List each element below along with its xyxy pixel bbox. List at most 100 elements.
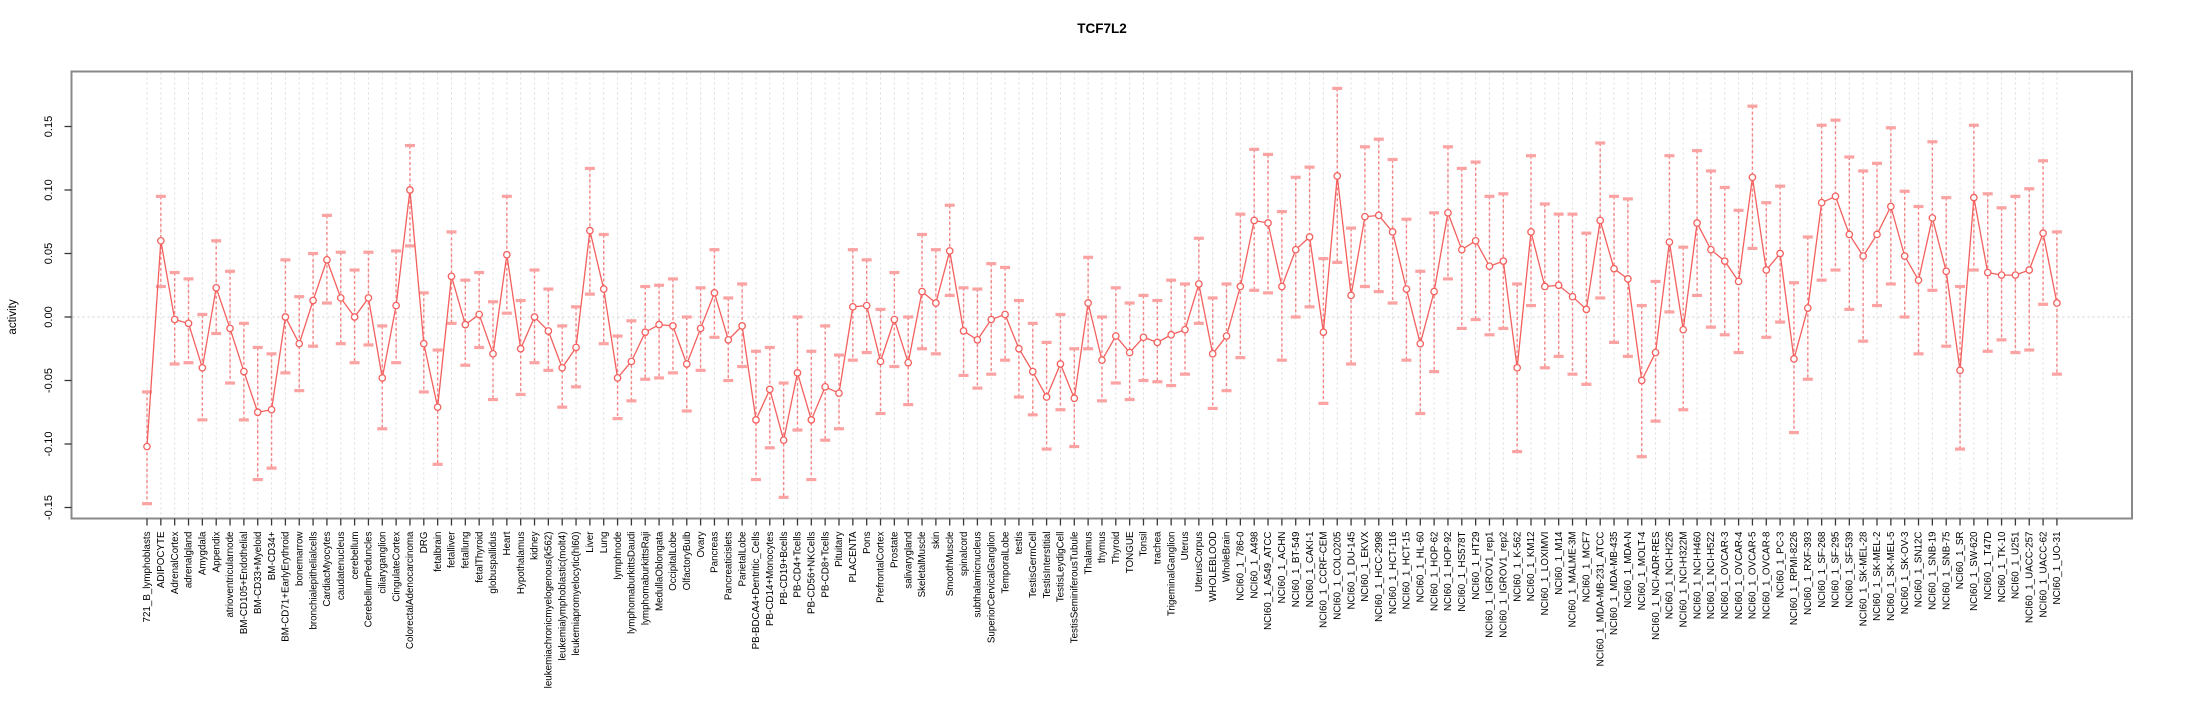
x-tick-label: NCI60_1_SF-539 <box>1845 532 1856 608</box>
data-point-marker <box>1845 230 1854 239</box>
data-point-marker <box>1568 292 1577 301</box>
x-tick-label: leukemiachronicmyelogenous(k562) <box>544 532 555 689</box>
x-tick-label: kidney <box>530 531 541 559</box>
data-point-marker <box>2053 299 2061 307</box>
x-tick-label: PLACENTA <box>848 531 859 582</box>
data-point-marker <box>2025 266 2034 274</box>
data-point-marker <box>1693 219 1701 227</box>
x-tick-label: NCI60_1_MDA-MB-231_ATCC <box>1595 532 1606 667</box>
x-tick-label: caudatenucleus <box>336 531 347 600</box>
x-tick-label: NCI60_1_NCI-H460 <box>1692 531 1703 619</box>
x-tick-label: bonemarrow <box>294 531 305 586</box>
x-tick-label: NCI60_1_OVCAR-4 <box>1734 531 1745 619</box>
x-tick-label: salivarygland <box>903 532 914 589</box>
x-tick-label: NCI60_1_OVCAR-5 <box>1748 531 1759 619</box>
x-tick-label: NCI60_1_HOP-62 <box>1429 532 1440 612</box>
x-tick-label: NCI60_1_HS578T <box>1457 531 1468 611</box>
x-tick-label: NCI60_1_HL-60 <box>1415 531 1426 602</box>
data-point-marker <box>1167 330 1176 339</box>
data-point-marker <box>1236 282 1245 291</box>
x-tick-label: lymphnode <box>613 531 624 579</box>
data-point-marker <box>1305 233 1314 241</box>
x-tick-label: fetalliver <box>447 531 458 568</box>
data-point-marker <box>350 313 359 321</box>
data-point-marker <box>1970 193 1978 202</box>
x-tick-label: TestisInterstitial <box>1042 532 1053 599</box>
series-line <box>146 175 2058 447</box>
data-point-marker <box>1554 281 1563 290</box>
x-tick-label: SmoothMuscle <box>945 531 956 596</box>
data-point-marker <box>309 296 317 305</box>
data-point-marker <box>738 322 746 330</box>
data-point-marker <box>1956 366 1964 375</box>
x-tick-label: SuperiorCervicalGanglion <box>986 531 997 643</box>
x-tick-label: Prostate <box>890 531 901 568</box>
x-tick-label: NCI60_1_SN12C <box>1914 532 1925 608</box>
data-point-marker <box>641 328 650 337</box>
data-point-marker <box>932 299 940 307</box>
x-tick-label: BM-CD71+EarlyErythroid <box>281 532 292 642</box>
data-point-marker <box>793 369 802 377</box>
x-tick-label: NCI60_1_UACC-62 <box>2038 532 2049 618</box>
data-point-marker <box>1125 348 1134 357</box>
x-tick-label: 721_B_lymphoblasts <box>142 531 153 622</box>
x-tick-label: BM-CD33+Myeloid <box>253 532 264 614</box>
x-tick-label: testis <box>1014 531 1025 554</box>
data-point-marker <box>1291 245 1300 254</box>
data-point-marker <box>1056 360 1065 368</box>
data-point-marker <box>170 315 179 324</box>
data-point-marker <box>1319 328 1328 337</box>
data-point-marker <box>1886 202 1895 211</box>
x-tick-label: NCI60_1_SK-OV-3 <box>1900 531 1911 614</box>
x-tick-label: SkeletalMuscle <box>917 531 928 597</box>
data-point-marker <box>544 327 553 335</box>
data-point-marker <box>558 363 567 372</box>
x-tick-label: NCI60_1_M14 <box>1554 531 1565 595</box>
x-tick-label: globuspallidus <box>488 531 499 593</box>
x-tick-label: Pituitary <box>834 531 845 566</box>
data-point-marker <box>1070 394 1079 403</box>
data-point-marker <box>253 408 262 417</box>
data-point-marker <box>1914 276 1923 285</box>
x-tick-label: CingulateCortex <box>391 531 402 601</box>
data-point-marker <box>1015 344 1023 353</box>
x-tick-label: adrenalgland <box>184 532 195 589</box>
data-point-marker <box>599 285 608 293</box>
x-tick-label: NCI60_1_OVCAR-3 <box>1720 531 1731 619</box>
data-point-marker <box>1222 332 1231 340</box>
x-tick-label: NCI60_1_RPMI-8226 <box>1789 531 1800 625</box>
x-tick-label: skin <box>931 532 942 549</box>
x-tick-label: trachea <box>1153 531 1164 564</box>
data-point-marker <box>765 385 774 394</box>
data-point-marker <box>1485 262 1494 271</box>
x-tick-label: NCI60_1_DU-145 <box>1346 531 1357 609</box>
x-tick-label: NCI60_1_COLO205 <box>1332 531 1343 620</box>
y-tick-label: 0.10 <box>43 179 55 200</box>
x-tick-label: NCI60_1_HCT-15 <box>1402 531 1413 609</box>
x-tick-label: NCI60_1_MDA-N <box>1623 532 1634 608</box>
data-point-marker <box>2011 271 2020 279</box>
data-point-marker <box>1084 299 1092 307</box>
data-point-marker <box>1582 305 1591 314</box>
data-point-marker <box>1873 230 1881 239</box>
x-tick-label: NCI60_1_CAKI-1 <box>1305 532 1316 608</box>
data-point-marker <box>1264 219 1272 227</box>
data-point-marker <box>1347 291 1355 300</box>
data-point-marker <box>669 322 677 330</box>
x-tick-label: BM-CD34+ <box>267 531 278 580</box>
data-point-marker <box>143 442 151 451</box>
x-tick-label: AdrenalCortex <box>170 531 181 594</box>
data-point-marker <box>835 389 843 398</box>
axis-layer: 0.15 0.10 0.05 0.00 -0.05 -0.10 -0.15 721_B_lym… <box>43 70 2133 689</box>
x-tick-label: Tonsil <box>1139 532 1150 557</box>
x-tick-label: WholeBrain <box>1222 532 1233 583</box>
x-tick-label: NCI60_1_TK-10 <box>1997 531 2008 602</box>
data-point-marker <box>1942 267 1951 276</box>
data-point-marker <box>1042 393 1051 401</box>
data-point-marker <box>475 310 484 319</box>
data-point-marker <box>987 315 996 324</box>
x-tick-label: NCI60_1_IGROV1_rep2 <box>1499 532 1510 638</box>
y-tick-label: 0.15 <box>43 116 55 137</box>
data-point-marker <box>461 320 470 329</box>
